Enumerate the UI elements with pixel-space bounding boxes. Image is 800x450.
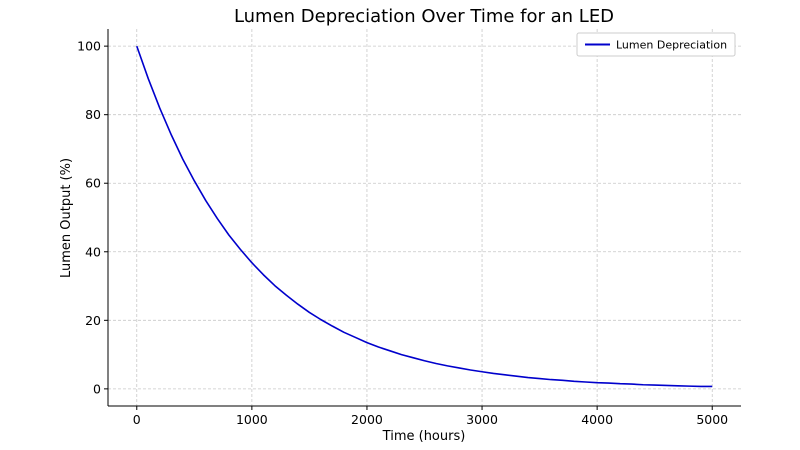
y-tick-label-2: 40 [85,244,101,259]
y-tick-label-4: 80 [85,107,101,122]
axes [107,29,741,407]
x-tick-label-3: 3000 [466,412,498,427]
y-ticks: 0 20 40 60 80 100 [77,39,108,396]
y-tick-label-0: 0 [93,381,101,396]
x-tick-label-0: 0 [133,412,141,427]
y-tick-label-1: 20 [85,313,101,328]
y-tick-label-3: 60 [85,176,101,191]
grid [108,29,741,406]
x-tick-label-4: 4000 [581,412,613,427]
x-ticks: 0 1000 2000 3000 4000 5000 [133,406,728,427]
series-lines [136,45,713,388]
series-line-0 [136,45,713,388]
x-tick-label-2: 2000 [351,412,383,427]
y-axis-label: Lumen Output (%) [59,158,74,278]
x-tick-label-5: 5000 [696,412,728,427]
legend: Lumen Depreciation [576,32,736,57]
legend-label-lumen-depreciation: Lumen Depreciation [616,39,727,52]
chart-title: Lumen Depreciation Over Time for an LED [234,6,614,27]
x-tick-label-1: 1000 [236,412,268,427]
y-tick-label-5: 100 [77,39,101,54]
x-axis-label: Time (hours) [382,429,466,444]
legend-box [576,32,736,57]
